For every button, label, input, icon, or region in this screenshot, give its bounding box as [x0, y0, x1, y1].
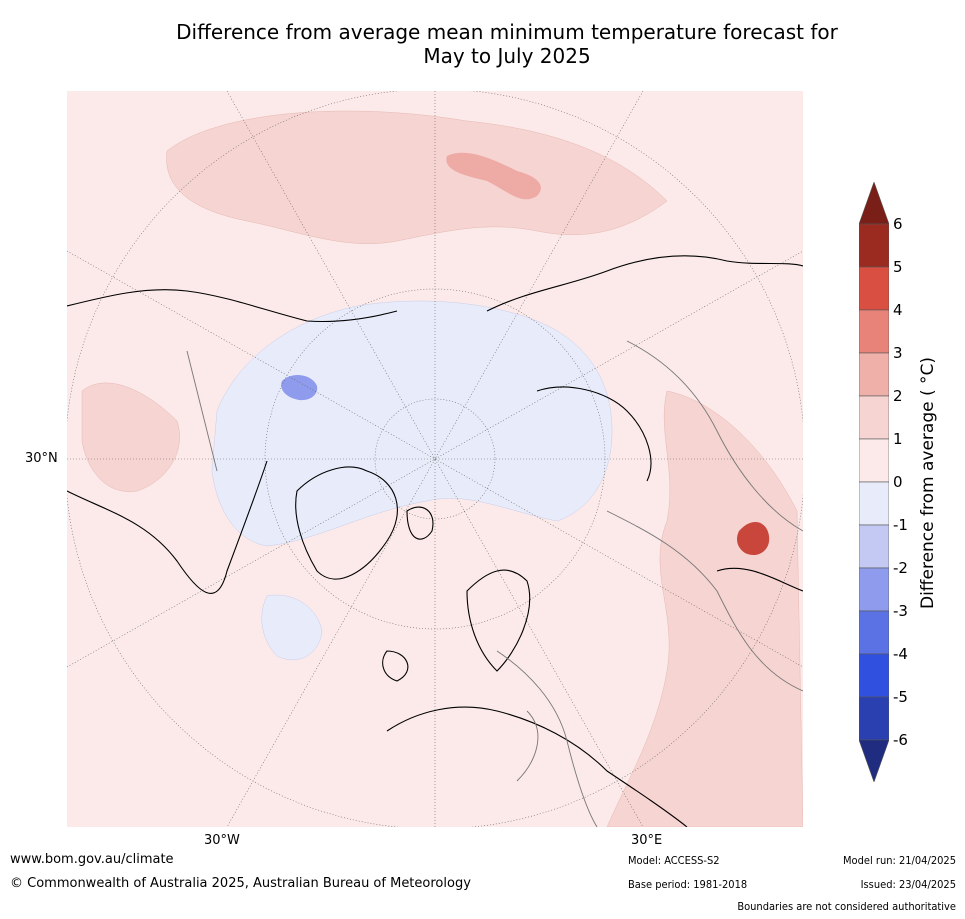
- colorbar-tick-label: -6: [893, 731, 908, 749]
- colorbar-segment: [858, 567, 890, 612]
- colorbar-segment: [858, 395, 890, 440]
- anomaly-east-asia: [606, 390, 803, 827]
- title-line-2: May to July 2025: [423, 44, 591, 68]
- anomaly-arctic-cool: [211, 300, 613, 547]
- map-svg: [67, 91, 803, 827]
- colorbar-segment: [858, 610, 890, 655]
- colorbar-segment: [858, 653, 890, 698]
- footer-issued: Issued: 23/04/2025: [860, 878, 956, 891]
- colorbar-segment: [858, 696, 890, 741]
- borders: [186, 340, 803, 827]
- footer-website[interactable]: www.bom.gov.au/climate: [10, 852, 174, 867]
- colorbar-svg: [858, 181, 890, 783]
- anomaly-strong-pacific: [446, 152, 541, 200]
- anomaly-north-pacific: [166, 110, 668, 244]
- anomaly-atlantic-cool: [261, 594, 323, 661]
- colorbar-tick-label: -5: [893, 688, 908, 706]
- colorbar-tick-label: 1: [893, 430, 903, 448]
- graticule: [67, 91, 803, 827]
- colorbar-tick-label: -3: [893, 602, 908, 620]
- colorbar: [858, 181, 890, 783]
- colorbar-segment: [858, 438, 890, 483]
- lon-label-30w: 30°W: [204, 833, 240, 848]
- colorbar-title: Difference from average ( °C): [918, 356, 938, 610]
- colorbar-segment: [858, 524, 890, 569]
- colorbar-tick-label: -1: [893, 516, 908, 534]
- coastlines: [67, 255, 803, 827]
- colorbar-segment: [858, 266, 890, 311]
- colorbar-tick-label: 5: [893, 258, 903, 276]
- lon-label-30e: 30°E: [631, 833, 663, 848]
- anomaly-arctic-strong: [281, 374, 318, 401]
- title-line-1: Difference from average mean minimum tem…: [176, 20, 838, 44]
- colorbar-arrow-top: [858, 181, 890, 225]
- colorbar-segment: [858, 481, 890, 526]
- colorbar-segment: [858, 309, 890, 354]
- colorbar-tick-label: -4: [893, 645, 908, 663]
- colorbar-tick-label: -2: [893, 559, 908, 577]
- chart-title: Difference from average mean minimum tem…: [0, 20, 965, 68]
- colorbar-segment: [858, 352, 890, 397]
- colorbar-tick-label: 6: [893, 215, 903, 233]
- colorbar-tick-label: 4: [893, 301, 903, 319]
- footer-model-run: Model run: 21/04/2025: [843, 854, 956, 867]
- anomaly-north-america: [81, 382, 180, 492]
- colorbar-arrow-bottom: [858, 739, 890, 783]
- footer-model: Model: ACCESS-S2: [628, 854, 720, 867]
- footer-copyright: © Commonwealth of Australia 2025, Austra…: [10, 876, 471, 891]
- colorbar-tick-label: 0: [893, 473, 903, 491]
- anomaly-hotspot: [737, 521, 770, 556]
- forecast-map[interactable]: [67, 91, 803, 827]
- footer-disclaimer: Boundaries are not considered authoritat…: [737, 900, 956, 913]
- colorbar-tick-label: 2: [893, 387, 903, 405]
- colorbar-tick-label: 3: [893, 344, 903, 362]
- footer-base-period: Base period: 1981-2018: [628, 878, 748, 891]
- lat-label-30n: 30°N: [25, 451, 58, 466]
- colorbar-segment: [858, 223, 890, 268]
